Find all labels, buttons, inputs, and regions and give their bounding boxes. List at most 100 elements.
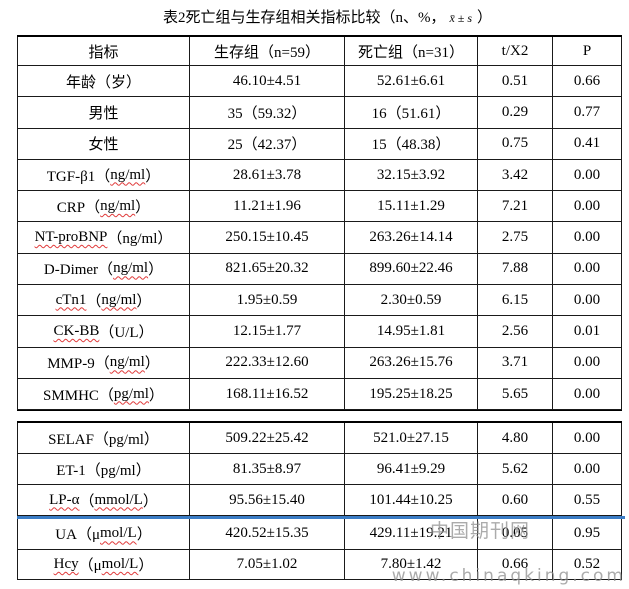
survival-value-cell: 821.65±20.32 [190,253,345,285]
survival-value-cell: 222.33±12.60 [190,347,345,378]
spellcheck-flagged-text: mmol/L [94,491,143,508]
spellcheck-flagged-text: mol/L [101,555,139,572]
spellcheck-flagged-text: cTn1 [55,291,87,308]
p-value-cell: 0.00 [553,191,622,222]
indicator-label-text: ） [145,168,161,185]
death-value-cell: 263.26±15.76 [345,347,478,378]
t-x2-value-cell: 2.75 [478,222,553,253]
t-x2-value-cell: 0.51 [478,66,553,97]
table-title-suffix: ） [477,10,493,26]
death-value-cell: 52.61±6.61 [345,66,478,97]
t-x2-value-cell: 3.42 [478,159,553,191]
p-value-cell: 0.55 [553,485,622,515]
p-value-cell: 0.00 [553,285,622,316]
table-title: 表2死亡组与生存组相关指标比较（n、%， x̄ ± s ） [0,8,629,28]
death-value-cell: 32.15±3.92 [345,159,478,191]
p-value-cell: 0.00 [553,347,622,378]
indicator-label-text: ） [142,493,158,510]
table-row: SELAF（pg/ml） 509.22±25.42 521.0±27.15 4.80 0… [17,423,622,454]
spellcheck-flagged-text: ng/ml [110,166,146,183]
spellcheck-flagged-text: ng/ml [109,354,145,371]
table-row: Hcy （μ mol/L） 7.05±1.02 7.80±1.42 0.66 0.52 [17,549,622,580]
survival-value-cell: 509.22±25.42 [190,423,345,453]
indicator-label-text: ） [136,527,152,544]
indicator-label-text: （U/L） [99,325,154,342]
indicator-label-text: TGF-β1（ [46,168,111,185]
t-x2-value-cell: 7.88 [478,253,553,285]
t-x2-value-cell: 0.75 [478,128,553,159]
death-value-cell: 195.25±18.25 [345,378,478,410]
t-x2-value-cell: 7.21 [478,191,553,222]
survival-value-cell: 35（59.32） [190,97,345,128]
indicator-cell: CRP（ ng/ml） [17,191,190,222]
t-x2-value-cell: 5.65 [478,378,553,410]
indicator-label-text: ） [144,356,160,373]
survival-value-cell: 250.15±10.45 [190,222,345,253]
title-stat-notation: x̄ ± s [449,11,473,25]
t-x2-value-cell: 0.29 [478,97,553,128]
table-row: ET-1（pg/ml） 81.35±8.97 96.41±9.29 5.62 0.00 [17,454,622,485]
indicator-label-text: CRP（ [56,199,101,216]
indicator-cell: 男性 [17,97,190,128]
survival-value-cell: 11.21±1.96 [190,191,345,222]
table-row: LP-α （mmol/L） 95.56±15.40 101.44±10.25 0.60 0… [17,485,622,516]
header-p: P [553,37,622,65]
survival-value-cell: 46.10±4.51 [190,66,345,97]
table-row: CRP（ ng/ml） 11.21±1.96 15.11±1.29 7.21 0.00 [17,191,622,223]
p-value-cell: 0.41 [553,128,622,159]
indicator-label-text: SELAF（pg/ml） [48,431,159,448]
indicator-label-text: （ng/ml） [107,231,173,248]
table-row: MMP-9（ ng/ml） 222.33±12.60 263.26±15.76 3.71… [17,347,622,379]
indicator-label-text: ） [138,557,154,574]
indicator-cell: TGF-β1（ ng/ml） [17,159,190,191]
spellcheck-flagged-text: ng/ml [100,197,136,214]
table-section-final: UA（μ mol/L） 420.52±15.35 429.11±19.21 0.05 0.… [17,519,622,580]
survival-value-cell: 1.95±0.59 [190,285,345,316]
p-value-cell: 0.52 [553,549,622,579]
indicator-cell: UA（μ mol/L） [17,519,190,549]
spellcheck-flagged-text: ng/ml [101,291,137,308]
indicator-cell: SMMHC（ pg/ml） [17,378,190,410]
t-x2-value-cell: 5.62 [478,454,553,484]
p-value-cell: 0.01 [553,316,622,347]
table-title-text: 表2死亡组与生存组相关指标比较（n、%， [162,10,446,26]
p-value-cell: 0.00 [553,222,622,253]
spellcheck-flagged-text: LP-α [49,491,80,508]
death-value-cell: 15（48.38） [345,128,478,159]
spellcheck-flagged-text: CK-BB [53,323,100,340]
indicator-cell: NT-proBNP （ng/ml） [17,222,190,253]
table-row: cTn1 （ng/ml） 1.95±0.59 2.30±0.59 6.15 0.00 [17,285,622,317]
indicator-cell: 女性 [17,128,190,159]
death-value-cell: 14.95±1.81 [345,316,478,347]
survival-value-cell: 95.56±15.40 [190,485,345,515]
p-value-cell: 0.77 [553,97,622,128]
death-value-cell: 429.11±19.21 [345,519,478,549]
indicator-label-text: ） [148,262,164,279]
table-row: SMMHC（ pg/ml） 168.11±16.52 195.25±18.25 5.65… [17,378,622,411]
watermark-site-name: 中国期刊网 [430,520,531,542]
indicator-label-text: （ [86,293,102,310]
indicator-label-text: SMMHC（ [43,387,114,404]
spellcheck-flagged-text: ng/ml [113,260,149,277]
table-row: TGF-β1（ ng/ml） 28.61±3.78 32.15±3.92 3.42 0.0… [17,159,622,192]
t-x2-value-cell: 0.66 [478,549,553,579]
death-value-cell: 263.26±14.14 [345,222,478,253]
death-value-cell: 96.41±9.29 [345,454,478,484]
death-value-cell: 899.60±22.46 [345,253,478,285]
t-x2-value-cell: 4.80 [478,423,553,453]
indicator-cell: Hcy （μ mol/L） [17,549,190,579]
indicator-cell: LP-α （mmol/L） [17,485,190,515]
t-x2-value-cell: 2.56 [478,316,553,347]
p-value-cell: 0.00 [553,454,622,484]
p-value-cell: 0.00 [553,423,622,453]
header-survival-group: 生存组（n=59） [190,37,345,65]
p-value-cell: 0.00 [553,253,622,285]
p-value-cell: 0.66 [553,66,622,97]
indicator-cell: 年龄（岁） [17,66,190,97]
indicator-cell: MMP-9（ ng/ml） [17,347,190,378]
table-row: 年龄（岁） 46.10±4.51 52.61±6.61 0.51 0.66 [17,66,622,98]
indicator-label-text: D-Dimer（ [43,262,114,279]
survival-value-cell: 81.35±8.97 [190,454,345,484]
indicator-label-text: MMP-9（ [47,356,110,373]
indicator-label-text: 年龄（岁） [65,74,141,91]
